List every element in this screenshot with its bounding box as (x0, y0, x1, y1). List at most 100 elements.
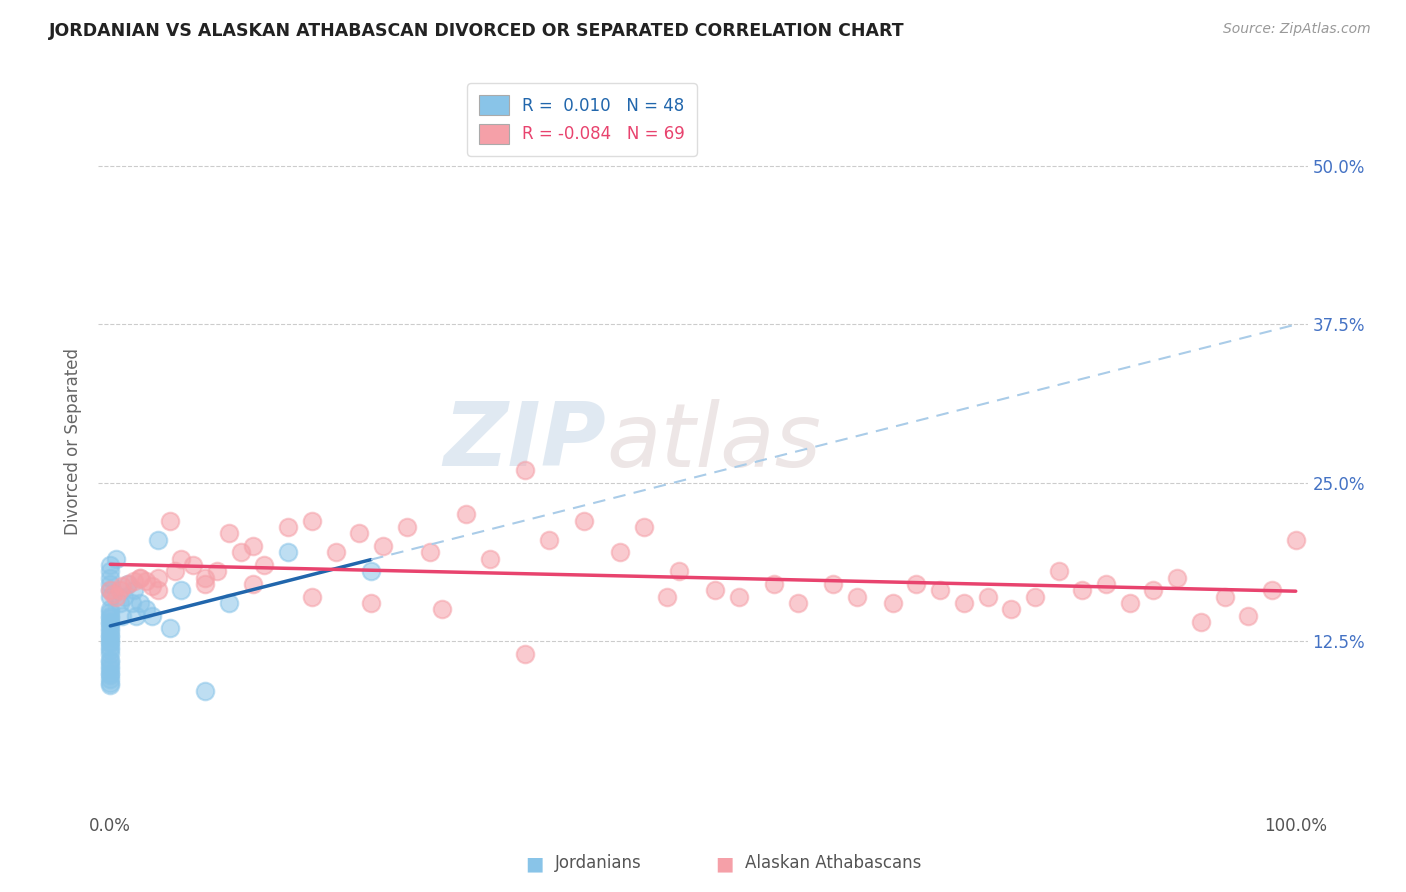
Point (360, 596, 382, 610)
Point (98, 675, 121, 690)
Point (609, 545, 631, 559)
Point (194, 571, 217, 585)
Point (98, 659, 121, 673)
Point (786, 596, 808, 610)
Point (98, 678, 121, 692)
Point (108, 583, 131, 598)
Point (98, 653, 121, 667)
Point (454, 508, 477, 522)
Point (98, 624, 121, 638)
Legend: R =  0.010   N = 48, R = -0.084   N = 69: R = 0.010 N = 48, R = -0.084 N = 69 (467, 83, 697, 156)
Point (125, 608, 148, 623)
Point (952, 596, 974, 610)
Point (218, 526, 240, 541)
Point (253, 558, 276, 572)
Point (146, 571, 169, 585)
Point (98, 611, 121, 625)
Point (347, 526, 370, 541)
Point (478, 551, 501, 566)
Point (1285, 533, 1308, 547)
Point (98, 656, 121, 670)
Text: ■: ■ (714, 854, 734, 873)
Point (129, 571, 152, 585)
Point (194, 577, 217, 591)
Point (98, 640, 121, 655)
Point (242, 539, 264, 553)
Point (1166, 571, 1188, 585)
Point (165, 564, 187, 578)
Point (170, 551, 193, 566)
Point (98, 647, 121, 661)
Point (181, 558, 204, 572)
Point (537, 533, 560, 547)
Point (218, 596, 240, 610)
Point (117, 577, 139, 591)
Point (146, 583, 169, 598)
Point (98, 564, 121, 578)
Point (277, 545, 299, 559)
Point (657, 590, 679, 604)
Point (98, 621, 121, 635)
Point (146, 533, 169, 547)
Point (98, 605, 121, 619)
Point (135, 602, 157, 616)
Point (122, 574, 145, 589)
Point (98, 558, 121, 572)
Point (1071, 583, 1094, 598)
Text: Source: ZipAtlas.com: Source: ZipAtlas.com (1223, 22, 1371, 37)
Point (515, 647, 537, 661)
Point (301, 590, 323, 604)
Point (1024, 590, 1046, 604)
Point (229, 545, 252, 559)
Point (301, 514, 323, 528)
Point (98, 668, 121, 682)
Point (360, 564, 382, 578)
Point (98, 571, 121, 585)
Point (105, 590, 128, 604)
Point (1000, 602, 1022, 616)
Point (194, 684, 217, 698)
Y-axis label: Divorced or Separated: Divorced or Separated (65, 348, 83, 535)
Point (98, 617, 121, 632)
Point (515, 463, 537, 477)
Point (882, 596, 904, 610)
Text: Jordanians: Jordanians (555, 855, 643, 872)
Point (1047, 564, 1070, 578)
Point (633, 520, 655, 534)
Point (101, 587, 124, 601)
Point (1095, 577, 1118, 591)
Point (170, 583, 193, 598)
Point (98, 577, 121, 591)
Point (1142, 583, 1164, 598)
Point (108, 596, 131, 610)
Text: Alaskan Athabascans: Alaskan Athabascans (745, 855, 921, 872)
Point (98, 627, 121, 641)
Text: atlas: atlas (606, 399, 821, 484)
Point (141, 579, 163, 593)
Point (98, 602, 121, 616)
Point (98, 633, 121, 648)
Point (277, 520, 299, 534)
Point (395, 520, 418, 534)
Point (1189, 615, 1212, 629)
Point (117, 577, 139, 591)
Point (98, 583, 121, 598)
Point (111, 579, 134, 593)
Point (763, 577, 786, 591)
Point (1119, 596, 1142, 610)
Point (371, 539, 394, 553)
Point (98, 590, 121, 604)
Point (129, 596, 152, 610)
Point (159, 514, 181, 528)
Point (98, 636, 121, 650)
Point (98, 672, 121, 686)
Point (1237, 608, 1260, 623)
Point (929, 583, 952, 598)
Point (122, 583, 145, 598)
Point (432, 602, 454, 616)
Point (141, 608, 163, 623)
Point (1261, 583, 1284, 598)
Point (846, 590, 869, 604)
Point (98, 630, 121, 644)
Text: JORDANIAN VS ALASKAN ATHABASCAN DIVORCED OR SEPARATED CORRELATION CHART: JORDANIAN VS ALASKAN ATHABASCAN DIVORCED… (49, 22, 905, 40)
